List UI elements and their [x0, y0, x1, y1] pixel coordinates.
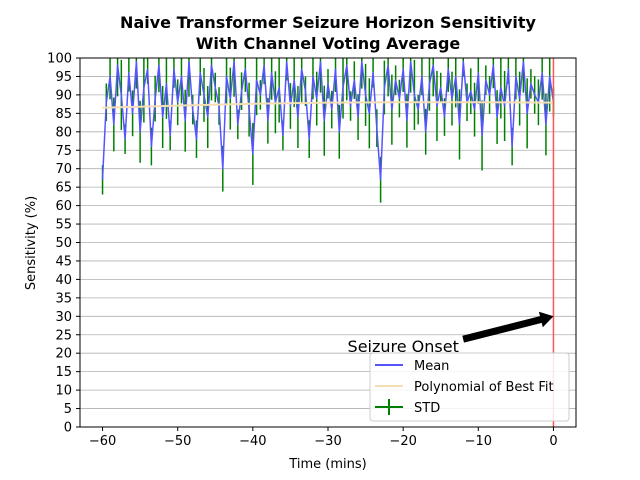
y-axis-ticks: 0 5 10 15 20 25 30 35 40 45 50 55 60 65 70 75 80 85 90 95 10… [47, 52, 80, 436]
chart-subtitle: With Channel Voting Average [196, 34, 461, 53]
y-tick-label: 35 [55, 291, 72, 306]
x-tick-label: −50 [164, 434, 191, 449]
x-tick-label: −60 [89, 434, 116, 449]
y-tick-label: 20 [55, 347, 72, 362]
annotation-arrow [462, 311, 554, 343]
y-tick-label: 60 [55, 199, 72, 214]
chart-title: Naive Transformer Seizure Horizon Sensit… [120, 13, 536, 32]
x-tick-label: 0 [549, 434, 557, 449]
legend-std-label: STD [414, 401, 440, 416]
y-tick-label: 100 [47, 52, 72, 67]
y-tick-label: 85 [55, 107, 72, 122]
y-tick-label: 55 [55, 218, 72, 233]
legend-fit-label: Polynomial of Best Fit [414, 380, 554, 395]
annotation-text: Seizure Onset [348, 337, 459, 356]
legend-mean-label: Mean [414, 359, 449, 374]
annotation: Seizure Onset [348, 311, 554, 356]
y-tick-label: 90 [55, 88, 72, 103]
x-tick-label: −20 [389, 434, 416, 449]
mean-series [101, 60, 555, 181]
y-tick-label: 65 [55, 181, 72, 196]
legend: Mean Polynomial of Best Fit STD [369, 352, 570, 422]
mean-line [101, 60, 555, 181]
y-axis-label: Sensitivity (%) [24, 196, 39, 290]
legend-box [369, 352, 570, 422]
y-tick-label: 50 [55, 236, 72, 251]
y-tick-label: 75 [55, 144, 72, 159]
y-tick-label: 95 [55, 70, 72, 85]
x-axis-ticks: −60 −50 −40 −30 −20 −10 0 [89, 427, 558, 449]
y-tick-label: 30 [55, 310, 72, 325]
x-tick-label: −10 [465, 434, 492, 449]
x-axis-label: Time (mins) [288, 457, 366, 472]
best-fit-line [102, 101, 554, 109]
y-tick-label: 15 [55, 365, 72, 380]
x-tick-label: −40 [239, 434, 266, 449]
best-fit-series [102, 101, 554, 109]
y-tick-label: 5 [64, 402, 72, 417]
y-tick-label: 10 [55, 384, 72, 399]
y-tick-label: 25 [55, 328, 72, 343]
x-tick-label: −30 [314, 434, 341, 449]
plot-area: −60 −50 −40 −30 −20 −10 0 0 5 10 15 20 25 30 35 40 45 50… [47, 52, 577, 449]
y-tick-label: 40 [55, 273, 72, 288]
y-tick-label: 80 [55, 125, 72, 140]
y-tick-label: 0 [64, 421, 72, 436]
y-tick-label: 70 [55, 162, 72, 177]
y-tick-label: 45 [55, 254, 72, 269]
